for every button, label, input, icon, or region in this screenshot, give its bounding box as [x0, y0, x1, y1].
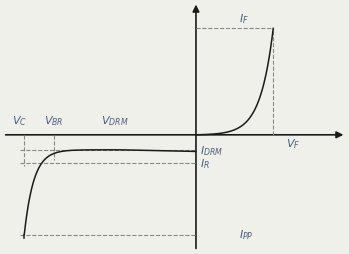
- Text: $V_F$: $V_F$: [286, 137, 300, 150]
- Text: $I_F$: $I_F$: [239, 12, 249, 26]
- Text: $I_{DRM}$: $I_{DRM}$: [200, 143, 223, 157]
- Text: $V_C$: $V_C$: [13, 113, 28, 127]
- Text: $I_R$: $I_R$: [200, 156, 210, 170]
- Text: $I_{PP}$: $I_{PP}$: [239, 228, 253, 242]
- Text: $V_{DRM}$: $V_{DRM}$: [101, 113, 128, 127]
- Text: $V_{BR}$: $V_{BR}$: [44, 113, 64, 127]
